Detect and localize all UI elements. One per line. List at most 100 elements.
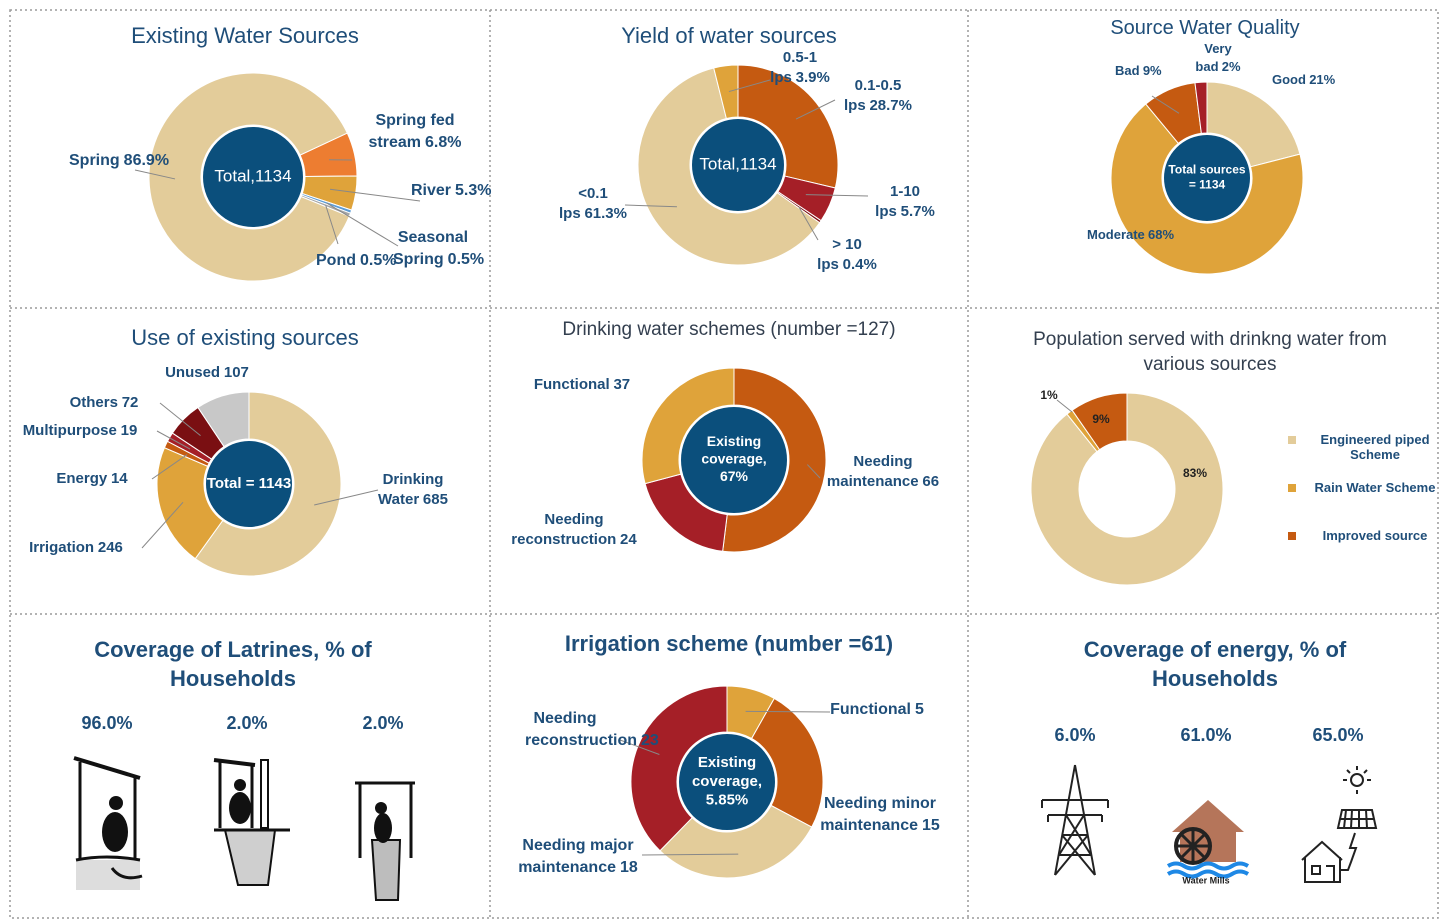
chart-title: Drinking water schemes (number =127) bbox=[490, 318, 968, 343]
chart-title: Coverage of energy, % of Households bbox=[1050, 636, 1380, 693]
value-label: 96.0% bbox=[81, 713, 132, 733]
center-label: Total,1134 bbox=[214, 166, 291, 185]
slice-value: 107 bbox=[224, 364, 249, 381]
slice-name: Unused bbox=[165, 364, 220, 381]
legend-swatch bbox=[1288, 532, 1296, 540]
slice-name: Good bbox=[1272, 72, 1306, 87]
center-label: Total,1134 bbox=[699, 154, 776, 173]
slice-value: 5.3% bbox=[455, 182, 491, 199]
slice-name: Others bbox=[70, 394, 118, 411]
slice-value: 6.8% bbox=[425, 134, 461, 151]
legend-swatch bbox=[1288, 436, 1296, 444]
slice-value: 21% bbox=[1309, 72, 1335, 87]
slice-value: 14 bbox=[111, 470, 128, 487]
slice-label: Functional5 bbox=[827, 699, 927, 721]
slice-label: Drinking Water685 bbox=[368, 470, 458, 511]
slice-name: Irrigation bbox=[29, 539, 94, 556]
chart-title: Source Water Quality bbox=[968, 15, 1442, 41]
slice-name: Needing reconstruction bbox=[511, 511, 616, 548]
legend-item: Improved source bbox=[1300, 528, 1442, 543]
slice-value: 685 bbox=[423, 491, 448, 508]
value-label: 65.0% bbox=[1312, 725, 1363, 745]
center-label: Total = 1143 bbox=[207, 475, 291, 492]
slice-value: 15 bbox=[922, 817, 940, 834]
slice-value: 24 bbox=[620, 531, 637, 548]
latrine-icon bbox=[74, 758, 142, 890]
water-mill-icon bbox=[1168, 800, 1248, 877]
chart-title: Population served with drinkng water fro… bbox=[1030, 328, 1390, 377]
slice-value: 5 bbox=[915, 701, 924, 718]
slice-value: 83% bbox=[1183, 466, 1207, 480]
slice-value: 18 bbox=[620, 859, 638, 876]
slice-value: 23 bbox=[641, 732, 659, 749]
slice-label: Needing reconstruction24 bbox=[499, 510, 649, 551]
slice-name: Spring bbox=[69, 152, 120, 169]
center-label: Existing bbox=[698, 754, 756, 771]
slice-label: > 10 lps0.4% bbox=[817, 235, 877, 276]
latrine-icon bbox=[214, 760, 290, 885]
dashboard: Total,1134Total,1134Total sources= 1134T… bbox=[0, 0, 1442, 921]
slice-value: 66 bbox=[922, 473, 939, 490]
slice-value: 86.9% bbox=[124, 152, 169, 169]
value-label: 61.0% bbox=[1180, 725, 1231, 745]
slice-value: 9% bbox=[1092, 412, 1110, 426]
legend-swatch bbox=[1288, 484, 1296, 492]
power-tower-icon bbox=[1042, 765, 1108, 875]
slice-value: 0.4% bbox=[843, 256, 877, 273]
slice-value: 68% bbox=[1148, 227, 1174, 242]
chart-title: Yield of water sources bbox=[490, 22, 968, 51]
chart-canvas: Total,1134Total,1134Total sources= 1134T… bbox=[0, 0, 1442, 921]
center-label: 5.85% bbox=[706, 792, 749, 809]
slice-value: 19 bbox=[121, 422, 138, 439]
value-label: 6.0% bbox=[1054, 725, 1095, 745]
slice-name: Moderate bbox=[1087, 227, 1145, 242]
slice-value: 9% bbox=[1143, 63, 1162, 78]
chart-title: Coverage of Latrines, % of Households bbox=[68, 636, 398, 693]
legend-item: Rain Water Scheme bbox=[1300, 480, 1442, 495]
slice-name: Needing minor maintenance bbox=[820, 795, 936, 834]
slice-name: Pond bbox=[316, 252, 356, 269]
slice-name: Functional bbox=[830, 701, 911, 718]
legend-item: Engineered piped Scheme bbox=[1300, 432, 1442, 462]
slice-value: 0.5% bbox=[360, 252, 396, 269]
slice-name: Needing major maintenance bbox=[518, 837, 633, 876]
slice-name: Bad bbox=[1115, 63, 1140, 78]
slice-value: 0.5% bbox=[448, 251, 484, 268]
slice-name: Needing maintenance bbox=[827, 453, 919, 490]
leader-line bbox=[746, 711, 830, 712]
chart-title: Irrigation scheme (number =61) bbox=[490, 630, 968, 659]
center-label: 67% bbox=[720, 468, 749, 484]
slice-value: 28.7% bbox=[869, 97, 912, 114]
center-label: coverage, bbox=[692, 773, 762, 790]
center-label: coverage, bbox=[701, 451, 766, 467]
slice-name: Functional bbox=[534, 376, 610, 393]
value-label: 2.0% bbox=[226, 713, 267, 733]
slice-value: 37 bbox=[613, 376, 630, 393]
icon-caption: Water Mills bbox=[1182, 875, 1229, 885]
slice-value: 246 bbox=[98, 539, 123, 556]
slice-value: 72 bbox=[122, 394, 139, 411]
slice-name: Energy bbox=[56, 470, 107, 487]
slice-value: 61.3% bbox=[584, 205, 627, 222]
solar-icon bbox=[1302, 766, 1376, 882]
slice-label: Multipurpose19 bbox=[5, 421, 155, 441]
slice-label: 0.1-0.5 lps28.7% bbox=[833, 76, 923, 117]
slice-name: River bbox=[411, 182, 451, 199]
slice-value: 3.9% bbox=[796, 69, 830, 86]
slice-value: 5.7% bbox=[901, 203, 935, 220]
center-label: Existing bbox=[707, 433, 761, 449]
